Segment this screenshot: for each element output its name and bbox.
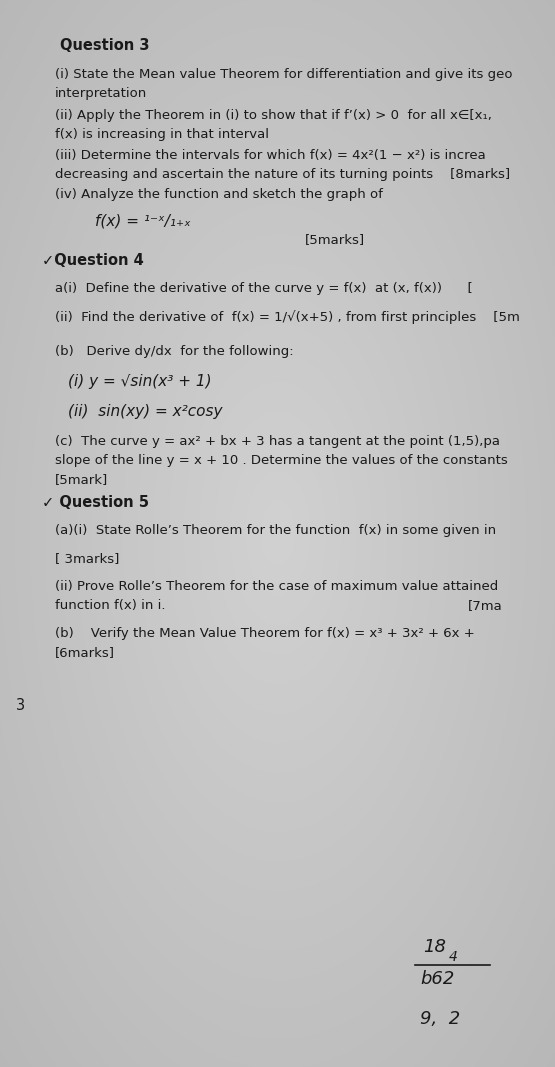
Text: ✓Question 4: ✓Question 4 <box>42 253 144 268</box>
Text: [7ma: [7ma <box>468 599 503 612</box>
Text: a(i)  Define the derivative of the curve y = f(x)  at (x, f(x))      [: a(i) Define the derivative of the curve … <box>55 282 473 294</box>
Text: (b)    Verify the Mean Value Theorem for f(x) = x³ + 3x² + 6x +: (b) Verify the Mean Value Theorem for f(… <box>55 627 475 640</box>
Text: (a)(i)  State Rolle’s Theorem for the function  f(x) in some given in: (a)(i) State Rolle’s Theorem for the fun… <box>55 524 496 537</box>
Text: [5mark]: [5mark] <box>55 473 108 485</box>
Text: function f(x) in i.: function f(x) in i. <box>55 599 165 612</box>
Text: [5marks]: [5marks] <box>305 233 365 246</box>
Text: decreasing and ascertain the nature of its turning points    [8marks]: decreasing and ascertain the nature of i… <box>55 168 510 181</box>
Text: Question 3: Question 3 <box>60 38 149 53</box>
Text: b62: b62 <box>420 970 455 988</box>
Text: 18: 18 <box>423 938 446 956</box>
Text: 4: 4 <box>449 950 458 964</box>
Text: (ii) Prove Rolle’s Theorem for the case of maximum value attained: (ii) Prove Rolle’s Theorem for the case … <box>55 580 498 593</box>
Text: [ 3marks]: [ 3marks] <box>55 552 119 566</box>
Text: 9,  2: 9, 2 <box>420 1010 460 1028</box>
Text: (i) y = √sin(x³ + 1): (i) y = √sin(x³ + 1) <box>68 375 211 389</box>
Text: f(x) is increasing in that interval: f(x) is increasing in that interval <box>55 128 269 141</box>
Text: (ii)  sin(xy) = x²cosy: (ii) sin(xy) = x²cosy <box>68 404 223 419</box>
Text: interpretation: interpretation <box>55 87 147 100</box>
Text: ✓ Question 5: ✓ Question 5 <box>42 495 149 510</box>
Text: (b)   Derive dy/dx  for the following:: (b) Derive dy/dx for the following: <box>55 345 294 359</box>
Text: (c)  The curve y = ax² + bx + 3 has a tangent at the point (1,5),pa: (c) The curve y = ax² + bx + 3 has a tan… <box>55 435 500 448</box>
Text: (iv) Analyze the function and sketch the graph of: (iv) Analyze the function and sketch the… <box>55 188 383 201</box>
Text: [6marks]: [6marks] <box>55 646 115 659</box>
Text: f(x) = ¹⁻ˣ/₁₊ₓ: f(x) = ¹⁻ˣ/₁₊ₓ <box>95 213 191 228</box>
Text: (iii) Determine the intervals for which f(x) = 4x²(1 − x²) is increa: (iii) Determine the intervals for which … <box>55 149 486 162</box>
Text: (ii)  Find the derivative of  f(x) = 1/√(x+5) , from first principles    [5m: (ii) Find the derivative of f(x) = 1/√(x… <box>55 310 520 323</box>
Text: (ii) Apply the Theorem in (i) to show that if f’(x) > 0  for all x∈[x₁,: (ii) Apply the Theorem in (i) to show th… <box>55 109 492 122</box>
Text: 3: 3 <box>16 698 25 713</box>
Text: slope of the line y = x + 10 . Determine the values of the constants: slope of the line y = x + 10 . Determine… <box>55 453 508 467</box>
Text: (i) State the Mean value Theorem for differentiation and give its geo: (i) State the Mean value Theorem for dif… <box>55 68 512 81</box>
